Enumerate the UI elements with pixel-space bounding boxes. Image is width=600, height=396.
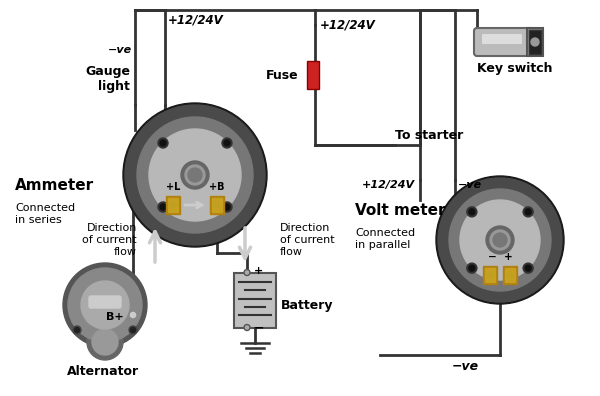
Circle shape xyxy=(181,161,209,189)
Bar xyxy=(529,30,541,54)
Bar xyxy=(503,266,517,284)
Circle shape xyxy=(81,281,129,329)
Circle shape xyxy=(73,326,81,334)
Text: Direction
of current
flow: Direction of current flow xyxy=(280,223,335,257)
FancyBboxPatch shape xyxy=(474,28,536,56)
Circle shape xyxy=(92,329,118,355)
Text: Volt meter: Volt meter xyxy=(355,202,445,217)
Circle shape xyxy=(131,327,136,333)
Circle shape xyxy=(129,326,137,334)
Circle shape xyxy=(158,138,168,148)
Bar xyxy=(166,196,180,214)
Text: −ve: −ve xyxy=(451,360,479,373)
Circle shape xyxy=(523,207,533,217)
Circle shape xyxy=(160,140,166,146)
Circle shape xyxy=(158,202,168,212)
Circle shape xyxy=(438,178,562,302)
Text: Battery: Battery xyxy=(281,299,334,312)
Circle shape xyxy=(460,200,540,280)
Bar xyxy=(168,198,178,212)
Circle shape xyxy=(490,230,510,250)
Circle shape xyxy=(63,263,147,347)
Bar xyxy=(527,28,543,56)
Circle shape xyxy=(469,265,475,271)
Circle shape xyxy=(525,209,531,215)
Circle shape xyxy=(129,311,137,319)
FancyBboxPatch shape xyxy=(482,34,522,44)
Circle shape xyxy=(507,272,513,278)
Text: +12/24V: +12/24V xyxy=(362,180,415,190)
Circle shape xyxy=(170,202,176,208)
Circle shape xyxy=(68,268,142,342)
Text: +12/24V: +12/24V xyxy=(168,13,224,26)
Circle shape xyxy=(160,204,166,210)
Text: +: + xyxy=(254,267,263,276)
Text: Ammeter: Ammeter xyxy=(15,177,94,192)
Text: Connected
in parallel: Connected in parallel xyxy=(355,228,415,249)
Text: Connected
in series: Connected in series xyxy=(15,203,75,225)
Circle shape xyxy=(525,265,531,271)
Circle shape xyxy=(214,202,220,208)
Text: −: − xyxy=(254,322,264,335)
Bar xyxy=(210,196,224,214)
Circle shape xyxy=(222,202,232,212)
Circle shape xyxy=(523,263,533,273)
Text: −ve: −ve xyxy=(458,180,482,190)
Text: +12/24V: +12/24V xyxy=(320,18,376,31)
Circle shape xyxy=(244,324,250,331)
Circle shape xyxy=(188,168,202,182)
Text: +B: +B xyxy=(209,182,225,192)
Circle shape xyxy=(125,105,265,245)
Circle shape xyxy=(222,138,232,148)
Circle shape xyxy=(185,165,205,185)
Circle shape xyxy=(137,117,253,233)
Text: Gauge
light: Gauge light xyxy=(85,65,130,93)
Circle shape xyxy=(149,129,241,221)
Bar xyxy=(505,268,515,282)
FancyBboxPatch shape xyxy=(89,296,121,308)
Circle shape xyxy=(493,233,507,247)
Text: B+: B+ xyxy=(106,312,124,322)
Circle shape xyxy=(87,324,123,360)
Text: To starter: To starter xyxy=(395,129,463,142)
Circle shape xyxy=(436,176,564,304)
Circle shape xyxy=(486,226,514,254)
Bar xyxy=(234,272,276,327)
Circle shape xyxy=(74,327,80,333)
Bar xyxy=(483,266,497,284)
Circle shape xyxy=(224,204,230,210)
Circle shape xyxy=(123,103,267,247)
Text: Direction
of current
flow: Direction of current flow xyxy=(82,223,137,257)
Bar xyxy=(485,268,495,282)
Text: Key switch: Key switch xyxy=(477,62,553,75)
Circle shape xyxy=(449,189,551,291)
Text: −ve: −ve xyxy=(108,45,132,55)
Text: Fuse: Fuse xyxy=(266,69,299,82)
Text: Alternator: Alternator xyxy=(67,365,139,378)
Bar xyxy=(212,198,222,212)
Circle shape xyxy=(531,38,539,46)
Circle shape xyxy=(244,270,250,276)
Circle shape xyxy=(224,140,230,146)
Bar xyxy=(307,61,319,89)
Circle shape xyxy=(467,263,477,273)
Text: +L: +L xyxy=(166,182,180,192)
Circle shape xyxy=(469,209,475,215)
Text: −  +: − + xyxy=(488,252,512,262)
Circle shape xyxy=(467,207,477,217)
Circle shape xyxy=(487,272,493,278)
